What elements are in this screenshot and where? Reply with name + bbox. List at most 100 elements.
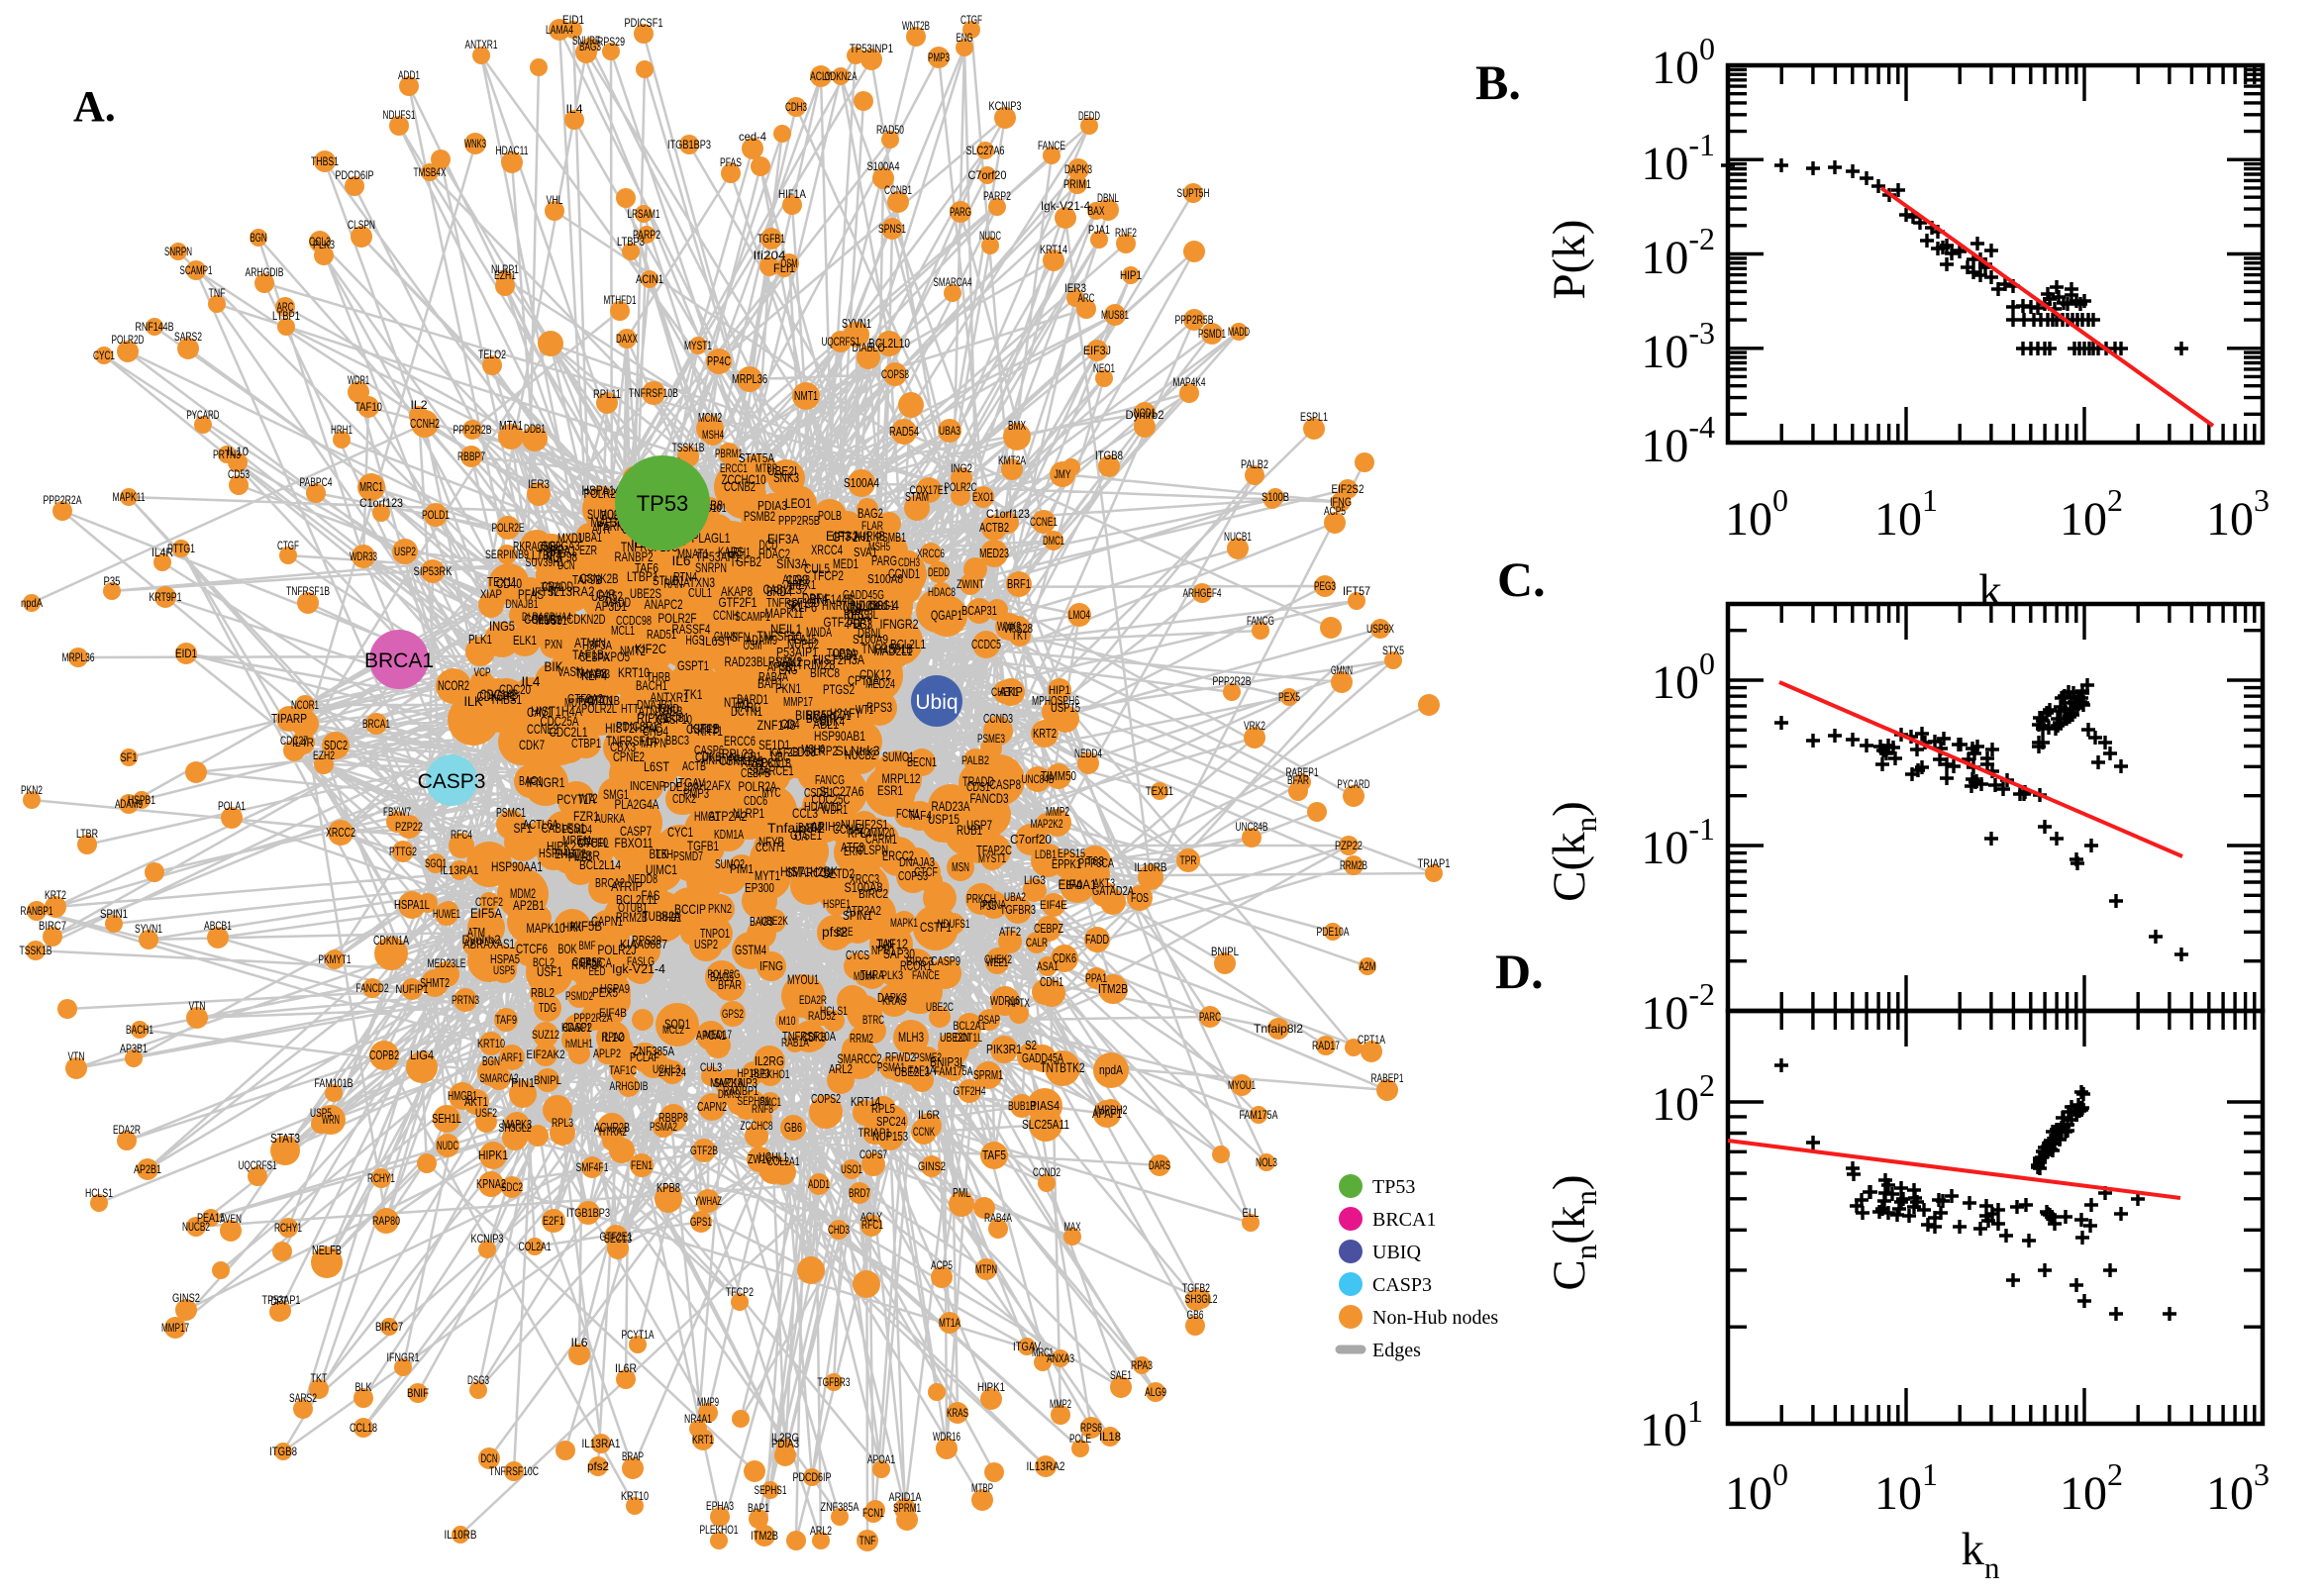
svg-text:ATXN3: ATXN3 (683, 574, 715, 590)
svg-text:PTTG2: PTTG2 (389, 845, 417, 858)
svg-text:KLF4: KLF4 (581, 667, 607, 683)
svg-text:ZNF385A: ZNF385A (633, 1044, 674, 1058)
svg-text:ENG: ENG (957, 31, 973, 45)
svg-text:DAPK3: DAPK3 (1064, 162, 1092, 176)
svg-text:SVA1: SVA1 (854, 545, 877, 559)
svg-text:CTCF2: CTCF2 (475, 895, 503, 909)
svg-text:C4R: C4R (597, 586, 616, 602)
svg-text:EIF2AK2: EIF2AK2 (527, 1047, 565, 1061)
svg-text:PIN1: PIN1 (511, 1075, 535, 1090)
svg-text:HRH1: HRH1 (331, 423, 353, 437)
svg-text:LRSAM1: LRSAM1 (628, 207, 660, 221)
svg-text:GTF2E1: GTF2E1 (600, 1230, 633, 1244)
svg-text:KPB8: KPB8 (656, 1180, 680, 1195)
svg-text:MAPK10: MAPK10 (527, 920, 565, 936)
svg-text:BTRC: BTRC (862, 1013, 884, 1027)
svg-text:UBA2: UBA2 (1004, 890, 1026, 904)
svg-text:TIPARP: TIPARP (271, 711, 307, 726)
svg-text:NTH1: NTH1 (724, 694, 750, 710)
svg-text:CCL3: CCL3 (309, 235, 331, 249)
svg-text:HCLS1: HCLS1 (85, 1186, 113, 1200)
svg-text:IMPDH2: IMPDH2 (1095, 1103, 1128, 1117)
svg-text:LRSAM1: LRSAM1 (763, 653, 802, 669)
svg-text:KRT10: KRT10 (477, 1037, 505, 1050)
svg-text:CCND3: CCND3 (983, 711, 1013, 726)
svg-text:MMP17: MMP17 (161, 1321, 189, 1335)
svg-text:TNFRSF10C: TNFRSF10C (489, 1464, 539, 1478)
svg-text:PLK1: PLK1 (468, 632, 492, 647)
svg-text:NLRP2: NLRP2 (806, 743, 838, 758)
svg-text:KMT2A: KMT2A (998, 453, 1026, 467)
svg-text:ATR: ATR (592, 521, 611, 537)
svg-text:HTRA2: HTRA2 (599, 1125, 627, 1139)
svg-text:C(kn): C(kn) (1544, 801, 1603, 902)
svg-text:UBA1: UBA1 (578, 530, 602, 545)
svg-text:DBF4: DBF4 (802, 590, 828, 606)
svg-text:PBRM1: PBRM1 (715, 447, 743, 460)
svg-text:LTBP1: LTBP1 (627, 568, 658, 584)
svg-text:UBE2S: UBE2S (630, 585, 661, 601)
svg-text:MED1: MED1 (833, 555, 858, 571)
svg-text:TNFRSF10B: TNFRSF10B (629, 386, 678, 400)
svg-text:IL4: IL4 (566, 102, 583, 116)
svg-text:PDIA3: PDIA3 (758, 498, 787, 513)
svg-text:FADD: FADD (1085, 932, 1109, 947)
svg-text:ELL: ELL (1243, 1206, 1260, 1220)
svg-text:CCND2: CCND2 (1033, 1165, 1060, 1179)
svg-text:PP4C: PP4C (707, 353, 731, 368)
svg-text:CTGF: CTGF (960, 13, 982, 27)
svg-text:JUND: JUND (656, 701, 679, 716)
svg-text:NLRP1: NLRP1 (733, 805, 764, 821)
svg-text:MTPN: MTPN (975, 1262, 997, 1276)
svg-text:SLC27A6: SLC27A6 (820, 783, 864, 799)
svg-text:BCL2L14: BCL2L14 (579, 857, 621, 872)
svg-text:IFNGR1: IFNGR1 (387, 1350, 420, 1364)
svg-text:SYVN1: SYVN1 (842, 316, 871, 331)
svg-text:VRK2: VRK2 (1244, 719, 1265, 733)
svg-text:SPNS1: SPNS1 (878, 222, 906, 236)
svg-text:ZCCHC8: ZCCHC8 (741, 1119, 773, 1133)
svg-text:XPO5: XPO5 (604, 648, 630, 664)
svg-text:THBS1: THBS1 (490, 691, 522, 707)
svg-text:ARL2: ARL2 (829, 1061, 853, 1076)
svg-text:ACTB2: ACTB2 (979, 520, 1009, 535)
svg-text:MTA1: MTA1 (499, 418, 523, 433)
svg-text:PEA15: PEA15 (787, 632, 817, 647)
svg-text:IL4R: IL4R (292, 736, 314, 749)
svg-text:PSMD4: PSMD4 (562, 822, 592, 837)
svg-text:SUPT5H: SUPT5H (1177, 186, 1210, 200)
svg-text:pfs2: pfs2 (587, 1459, 609, 1473)
svg-text:RANBP1: RANBP1 (21, 904, 53, 918)
svg-text:CDK12: CDK12 (859, 666, 891, 682)
svg-text:EED: EED (589, 964, 606, 978)
svg-text:GATAD2A: GATAD2A (1092, 883, 1134, 898)
svg-text:RNF144B: RNF144B (810, 591, 855, 607)
svg-text:NEO1: NEO1 (1093, 361, 1115, 375)
svg-text:TOP2A: TOP2A (827, 646, 857, 660)
svg-text:IL6: IL6 (672, 552, 691, 568)
svg-text:PZP22: PZP22 (1335, 839, 1363, 852)
svg-text:DCN: DCN (481, 1451, 498, 1465)
svg-text:USP9X: USP9X (1366, 622, 1394, 636)
svg-text:RCHY1: RCHY1 (274, 1221, 302, 1235)
svg-text:PABPC4: PABPC4 (300, 475, 333, 489)
svg-text:PRKCH: PRKCH (966, 891, 996, 906)
svg-text:FANCE: FANCE (1038, 139, 1065, 152)
svg-text:MAX: MAX (1064, 1220, 1081, 1234)
svg-text:CDK9: CDK9 (695, 748, 721, 764)
svg-text:BRD7: BRD7 (849, 1186, 870, 1200)
svg-text:RPS9: RPS9 (844, 606, 869, 622)
svg-text:BGN: BGN (251, 231, 267, 245)
svg-text:PKMYT1: PKMYT1 (319, 952, 352, 966)
svg-text:GMNN: GMNN (714, 629, 738, 644)
svg-text:STAT3: STAT3 (270, 1131, 300, 1146)
svg-text:MCM2: MCM2 (698, 410, 722, 425)
svg-text:NEIL1: NEIL1 (770, 621, 802, 637)
svg-text:IL4R: IL4R (152, 546, 173, 559)
svg-text:NEDD8: NEDD8 (628, 871, 657, 886)
svg-text:PXN: PXN (545, 637, 562, 651)
svg-text:SDC2: SDC2 (501, 1180, 523, 1194)
svg-text:IFT57: IFT57 (1343, 584, 1370, 598)
svg-text:BCL2L11: BCL2L11 (616, 892, 657, 907)
svg-text:ced-4: ced-4 (739, 130, 766, 144)
